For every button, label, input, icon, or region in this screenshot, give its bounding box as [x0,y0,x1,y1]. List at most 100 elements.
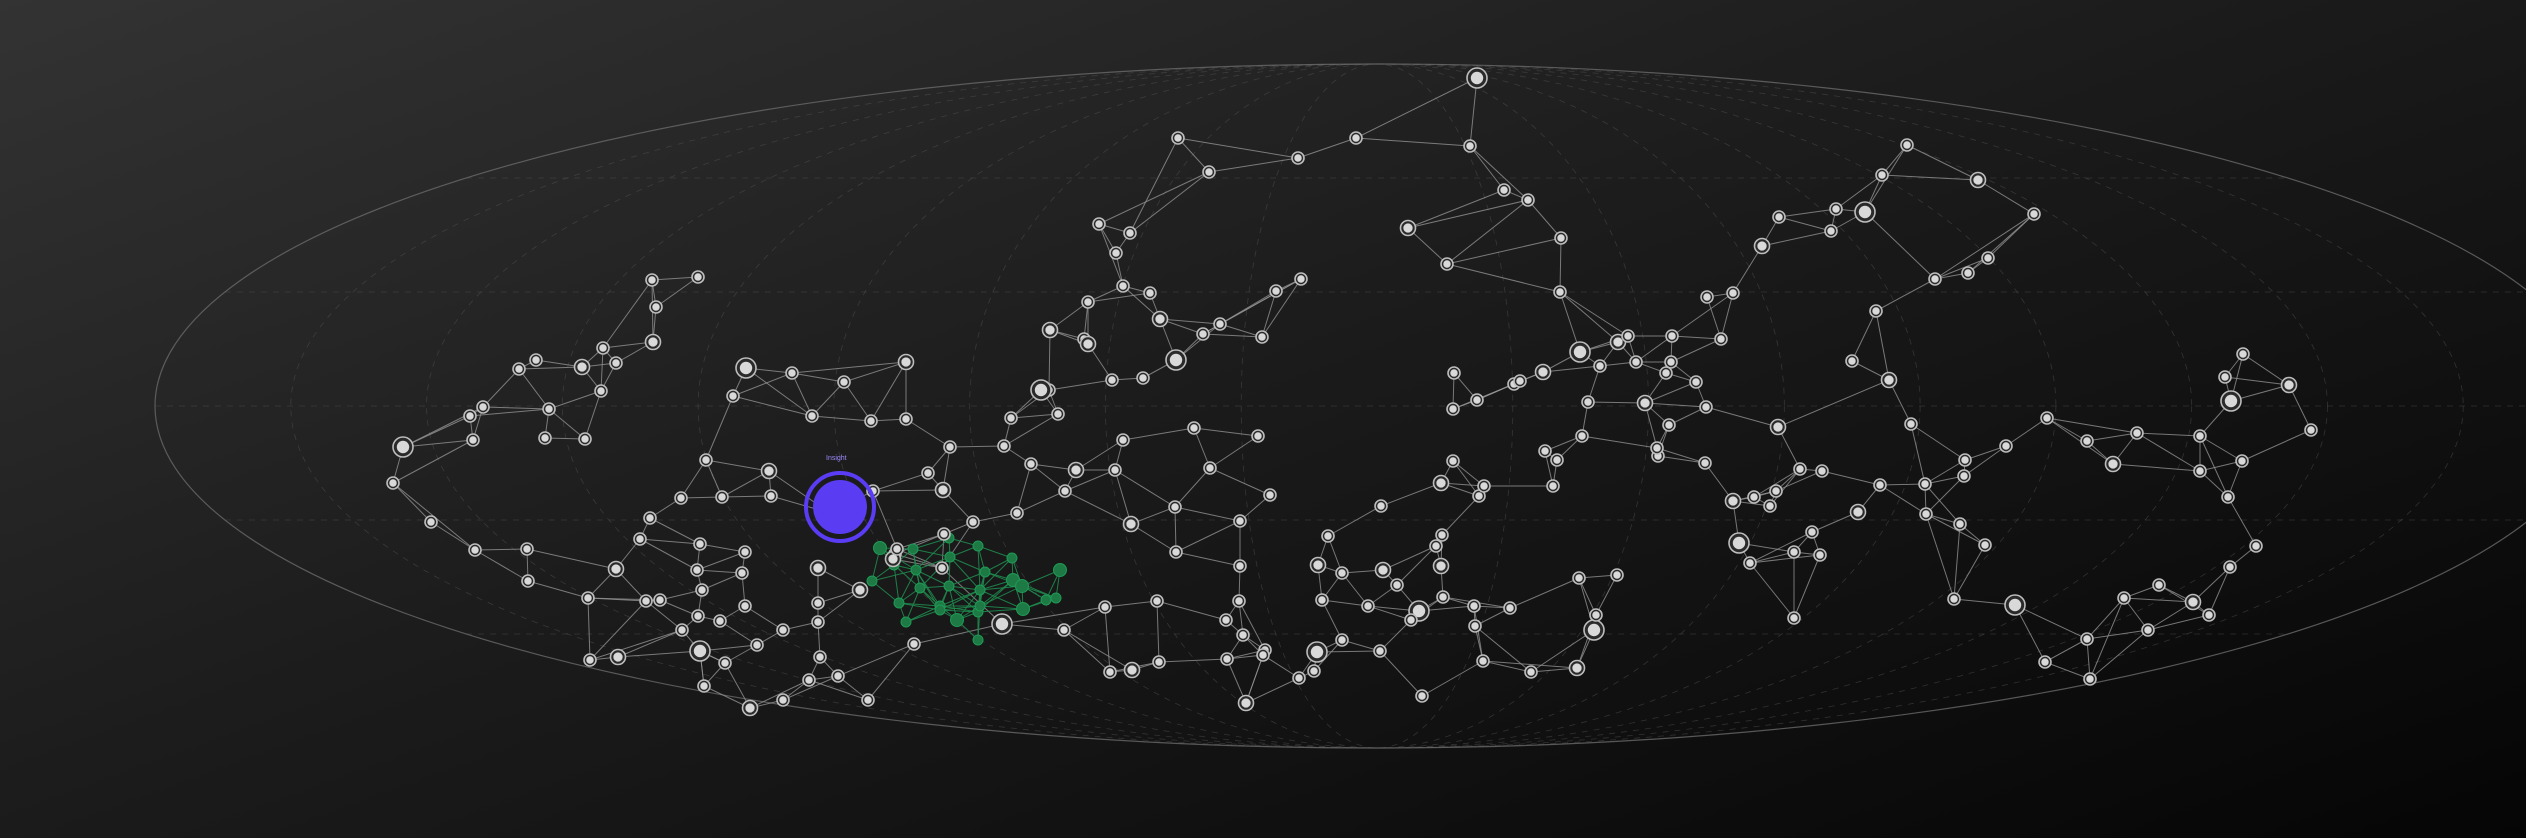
graph-node[interactable] [1787,611,1801,625]
graph-node[interactable] [1699,400,1713,414]
graph-node[interactable] [645,273,659,287]
cluster-node[interactable] [873,541,887,555]
graph-node[interactable] [1957,469,1971,483]
graph-node[interactable] [1152,655,1166,669]
graph-node[interactable] [596,341,610,355]
cluster-node[interactable] [866,575,878,587]
graph-node[interactable] [1269,284,1283,298]
graph-node[interactable] [691,609,705,623]
graph-node[interactable] [699,453,713,467]
graph-node[interactable] [607,560,625,578]
graph-node[interactable] [943,440,957,454]
graph-node[interactable] [1513,374,1527,388]
graph-node[interactable] [1873,478,1887,492]
graph-node[interactable] [1309,556,1327,574]
graph-node[interactable] [653,593,667,607]
graph-node[interactable] [726,389,740,403]
graph-node[interactable] [1105,373,1119,387]
graph-node[interactable] [718,656,732,670]
graph-node[interactable] [644,333,662,351]
graph-node[interactable] [937,527,951,541]
graph-node[interactable] [1109,246,1123,260]
cluster-node[interactable] [979,566,991,578]
graph-node[interactable] [1233,514,1247,528]
graph-node[interactable] [1659,366,1673,380]
graph-node[interactable] [697,679,711,693]
graph-node[interactable] [1636,394,1654,412]
graph-node[interactable] [2080,632,2094,646]
graph-node[interactable] [1477,479,1491,493]
graph-node[interactable] [1568,659,1586,677]
graph-node[interactable] [1440,257,1454,271]
focus-node[interactable]: Insight [804,455,876,543]
graph-node[interactable] [609,648,627,666]
graph-node[interactable] [1390,578,1404,592]
graph-node[interactable] [802,673,816,687]
graph-node[interactable] [2152,578,2166,592]
graph-node[interactable] [1554,231,1568,245]
graph-node[interactable] [1058,484,1072,498]
cluster-node[interactable] [893,597,905,609]
graph-node[interactable] [2235,454,2249,468]
graph-node[interactable] [690,563,704,577]
graph-node[interactable] [1315,593,1329,607]
graph-node[interactable] [1999,439,2013,453]
graph-node[interactable] [1726,286,1740,300]
graph-node[interactable] [1650,441,1664,455]
graph-node[interactable] [1399,219,1417,237]
graph-node[interactable] [1171,131,1185,145]
graph-node[interactable] [1168,500,1182,514]
graph-node[interactable] [1743,556,1757,570]
graph-node[interactable] [2141,623,2155,637]
graph-node[interactable] [735,566,749,580]
graph-node[interactable] [738,599,752,613]
cluster-node[interactable] [943,580,955,592]
graph-node[interactable] [1747,490,1761,504]
graph-node[interactable] [1467,599,1481,613]
graph-node[interactable] [1593,359,1607,373]
graph-node[interactable] [1057,623,1071,637]
graph-node[interactable] [1116,433,1130,447]
graph-node[interactable] [1251,429,1265,443]
graph-node[interactable] [1714,332,1728,346]
graph-node[interactable] [2080,434,2094,448]
graph-node[interactable] [1849,503,1867,521]
cluster-node[interactable] [934,604,946,616]
cluster-node[interactable] [972,540,984,552]
graph-node[interactable] [805,409,819,423]
graph-node[interactable] [1787,545,1801,559]
graph-node[interactable] [1374,499,1388,513]
graph-node[interactable] [1079,335,1097,353]
graph-node[interactable] [1169,545,1183,559]
graph-node[interactable] [1220,652,1234,666]
graph-node[interactable] [1629,355,1643,369]
graph-node[interactable] [2304,423,2318,437]
graph-node[interactable] [1294,272,1308,286]
graph-node[interactable] [935,561,949,575]
graph-node[interactable] [907,637,921,651]
graph-node[interactable] [1030,379,1052,401]
graph-node[interactable] [2083,672,2097,686]
graph-node[interactable] [1291,151,1305,165]
graph-node[interactable] [2223,560,2237,574]
cluster-node[interactable] [950,613,964,627]
graph-node[interactable] [1292,671,1306,685]
graph-node[interactable] [1237,694,1255,712]
graph-node[interactable] [573,358,591,376]
graph-node[interactable] [934,481,952,499]
graph-node[interactable] [1698,456,1712,470]
graph-node[interactable] [1432,474,1450,492]
graph-node[interactable] [897,353,915,371]
graph-node[interactable] [1196,327,1210,341]
graph-node[interactable] [1572,571,1586,585]
graph-node[interactable] [1123,661,1141,679]
graph-node[interactable] [1436,590,1450,604]
graph-node[interactable] [1122,515,1140,533]
graph-node[interactable] [2184,593,2202,611]
graph-node[interactable] [1969,171,1987,189]
graph-node[interactable] [1404,613,1418,627]
graph-node[interactable] [1116,279,1130,293]
graph-node[interactable] [1468,619,1482,633]
graph-node[interactable] [1904,417,1918,431]
